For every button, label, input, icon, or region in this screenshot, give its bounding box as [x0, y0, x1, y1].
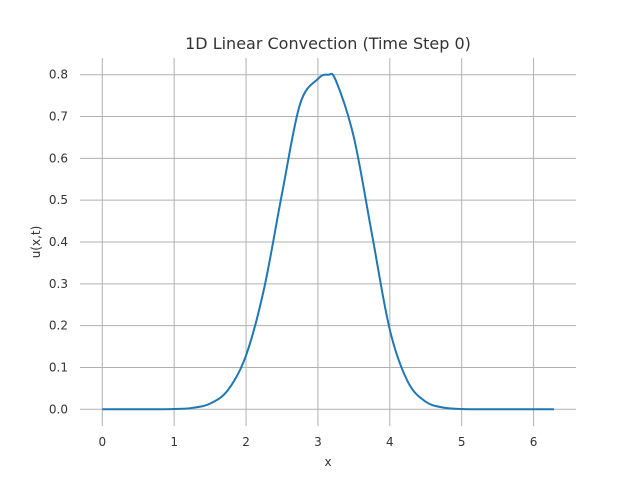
- y-tick-label: 0.7: [49, 110, 68, 124]
- x-tick-label: 6: [530, 435, 538, 449]
- y-tick-label: 0.3: [49, 277, 68, 291]
- chart-title: 1D Linear Convection (Time Step 0): [185, 34, 471, 53]
- y-tick-label: 0.6: [49, 151, 68, 165]
- x-tick-label: 1: [170, 435, 178, 449]
- x-tick-label: 3: [314, 435, 322, 449]
- y-tick-label: 0.5: [49, 193, 68, 207]
- y-tick-label: 0.8: [49, 68, 68, 82]
- series-layer: [102, 72, 554, 411]
- y-tick-label: 0.1: [49, 360, 68, 374]
- y-axis-label: u(x,t): [29, 226, 43, 259]
- x-tick-label: 0: [98, 435, 106, 449]
- y-tick-label: 0.2: [49, 319, 68, 333]
- y-tick-label: 0.0: [49, 402, 68, 416]
- y-tick-label: 0.4: [49, 235, 68, 249]
- x-tick-labels: 0 1 2 3 4 5 6: [98, 435, 537, 449]
- y-tick-labels: 0.0 0.1 0.2 0.3 0.4 0.5 0.6 0.7 0.8: [49, 68, 68, 417]
- x-tick-label: 4: [386, 435, 394, 449]
- x-tick-label: 5: [458, 435, 466, 449]
- series-line: [102, 72, 554, 411]
- grid-lines: [80, 58, 576, 426]
- x-tick-label: 2: [242, 435, 250, 449]
- x-axis-label: x: [324, 455, 331, 469]
